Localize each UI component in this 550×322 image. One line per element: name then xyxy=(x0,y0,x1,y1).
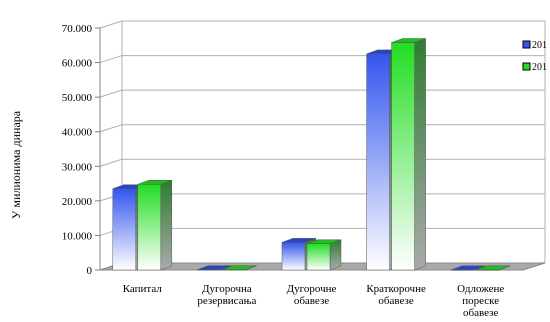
legend-entry: 201 xyxy=(523,62,547,73)
category-label: Одложене пореске обавезе xyxy=(457,283,504,319)
y-tick-label: 20.000 xyxy=(62,196,93,208)
legend-label: 201 xyxy=(532,62,547,73)
legend-entry: 201 xyxy=(523,40,547,51)
bars xyxy=(113,39,510,271)
bar xyxy=(138,180,172,270)
category-label: Краткорочне обавезе xyxy=(366,283,426,307)
legend-label: 201 xyxy=(532,40,547,51)
y-tick-labels: 0 10.000 20.000 30.000 40.000 50.000 60.000 70.… xyxy=(62,23,93,277)
gridline xyxy=(100,125,545,132)
bar-front xyxy=(307,244,330,270)
category-labels: Капитал Дугорочна резервисања Дугорочне обав… xyxy=(123,283,505,319)
bar-front xyxy=(367,54,390,270)
legend: 201 201 xyxy=(523,40,547,73)
y-tick-label: 70.000 xyxy=(62,23,93,35)
category-label: Дугорочне обавезе xyxy=(287,283,337,307)
y-axis-label: У милионима динара xyxy=(9,110,23,219)
bar-front xyxy=(392,43,415,270)
bar-front xyxy=(113,189,136,270)
y-tick-label: 50.000 xyxy=(62,92,93,104)
y-tick-label: 40.000 xyxy=(62,127,93,139)
bar-side xyxy=(330,240,341,270)
legend-swatch xyxy=(523,41,530,48)
legend-swatch xyxy=(523,63,530,70)
bar-side xyxy=(415,39,426,270)
gridline xyxy=(100,56,545,63)
gridline xyxy=(100,90,545,97)
bar xyxy=(392,39,426,270)
bar xyxy=(307,240,341,270)
category-label: Капитал xyxy=(123,283,163,295)
y-tick-label: 30.000 xyxy=(62,161,93,173)
y-tick-label: 10.000 xyxy=(62,230,93,242)
y-tick-label: 60.000 xyxy=(62,58,93,70)
y-tick-label: 0 xyxy=(87,265,93,277)
gridline xyxy=(100,21,545,28)
bar-side xyxy=(161,180,172,270)
bar-front xyxy=(282,242,305,270)
bar-front xyxy=(138,184,161,270)
category-label: Дугорочна резервисања xyxy=(197,283,256,307)
gridline xyxy=(100,159,545,166)
